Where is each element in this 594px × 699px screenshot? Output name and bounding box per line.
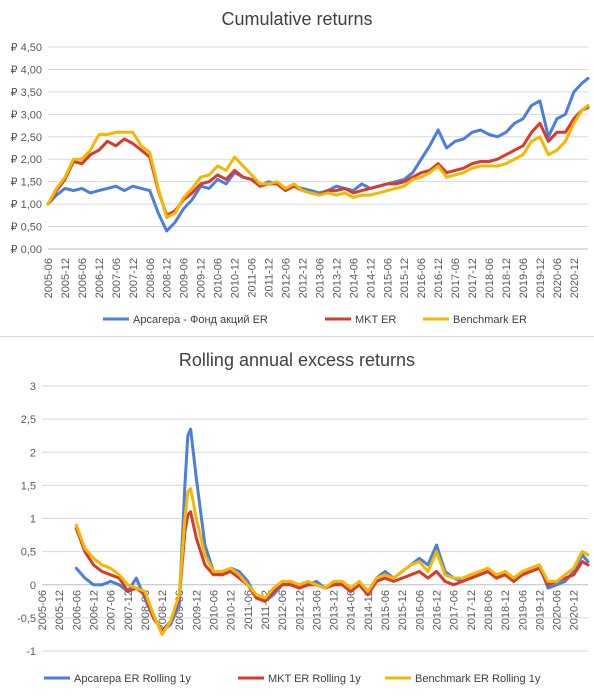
x-tick-label: 2010-12 (226, 590, 238, 630)
x-tick-label: 2011-06 (247, 258, 259, 298)
x-tick-label: 2020-06 (552, 590, 564, 630)
x-tick-label: 2012-06 (280, 258, 292, 298)
y-tick-label: ₽ 0,00 (11, 244, 42, 256)
series-line-2 (46, 103, 590, 220)
x-tick-label: 2018-12 (500, 590, 512, 630)
x-tick-label: 2020-12 (569, 258, 581, 298)
x-tick-label: 2006-06 (71, 590, 83, 630)
x-tick-label: 2005-12 (60, 258, 72, 298)
series-line-2 (74, 487, 590, 636)
x-tick-label: 2007-06 (111, 258, 123, 298)
x-tick-label: 2016-12 (433, 258, 445, 298)
x-tick-label: 2012-12 (294, 590, 306, 630)
y-tick-label: ₽ 3,00 (11, 109, 42, 121)
x-tick-label: 2014-12 (365, 258, 377, 298)
x-tick-label: 2011-06 (243, 590, 255, 630)
x-tick-label: 2020-12 (569, 590, 581, 630)
legend-label: MKT ER Rolling 1y (268, 673, 361, 685)
x-tick-label: 2015-06 (380, 590, 392, 630)
cumulative-returns-plot: Cumulative returns ₽ 0,00 ₽ 0,50 ₽ 1,00 ₽ 1… (11, 9, 590, 326)
y-tick-label: 1 (30, 514, 36, 526)
x-tick-label: 2014-06 (346, 590, 358, 630)
x-tick-label: 2013-06 (311, 590, 323, 630)
x-tick-label: 2017-12 (467, 258, 479, 298)
y-tick-label: ₽ 1,00 (11, 199, 42, 211)
series-line-1 (46, 106, 590, 217)
x-tick-label: 2005-06 (43, 258, 55, 298)
y-tick-label: ₽ 2,00 (11, 154, 42, 166)
x-tick-label: 2007-06 (106, 590, 118, 630)
x-tick-label: 2013-12 (331, 258, 343, 298)
y-tick-label: ₽ 3,50 (11, 87, 42, 99)
y-tick-label: ₽ 4,00 (11, 64, 42, 76)
x-tick-label: 2006-12 (94, 258, 106, 298)
x-tick-label: 2015-06 (382, 258, 394, 298)
x-tick-label: 2017-12 (466, 590, 478, 630)
x-tick-label: 2015-12 (399, 258, 411, 298)
y-tick-label: ₽ 2,50 (11, 132, 42, 144)
x-tick-label: 2018-12 (501, 258, 513, 298)
x-tick-label: 2017-06 (449, 590, 461, 630)
y-tick-label: ₽ 0,50 (11, 222, 42, 234)
x-tick-label: 2008-12 (162, 258, 174, 298)
x-tick-label: 2014-12 (363, 590, 375, 630)
x-tick-label: 2005-12 (54, 590, 66, 630)
y-tick-label: 3 (30, 381, 36, 393)
x-tick-label: 2016-06 (416, 258, 428, 298)
y-tick-label: -1 (26, 646, 36, 658)
x-tick-label: 2016-12 (431, 590, 443, 630)
x-tick-label: 2016-06 (414, 590, 426, 630)
chart-title: Rolling annual excess returns (179, 350, 415, 370)
x-tick-label: 2012-06 (277, 590, 289, 630)
x-tick-label: 2012-12 (297, 258, 309, 298)
rolling-excess-returns-plot: Rolling annual excess returns -1 -0,5 0 0,5… (17, 350, 590, 685)
x-tick-label: 2019-06 (518, 258, 530, 298)
x-tick-label: 2010-12 (230, 258, 242, 298)
x-tick-label: 2006-06 (77, 258, 89, 298)
x-tick-label: 2019-12 (534, 590, 546, 630)
x-tick-label: 2014-06 (348, 258, 360, 298)
x-tick-label: 2019-12 (535, 258, 547, 298)
y-tick-label: ₽ 4,50 (11, 42, 42, 54)
x-tick-label: 2011-12 (264, 258, 276, 298)
x-tick-label: 2009-12 (191, 590, 203, 630)
x-tick-label: 2005-06 (37, 590, 49, 630)
y-tick-label: 0 (30, 580, 36, 592)
x-tick-label: 2008-06 (145, 258, 157, 298)
x-tick-label: 2017-06 (450, 258, 462, 298)
x-tick-label: 2007-12 (128, 258, 140, 298)
x-tick-label: 2013-12 (329, 590, 341, 630)
x-tick-label: 2006-12 (88, 590, 100, 630)
y-tick-label: -0,5 (17, 613, 36, 625)
legend-label: Арсагера - Фонд акций ER (133, 314, 268, 326)
series-line-0 (46, 76, 590, 233)
x-tick-label: 2013-06 (314, 258, 326, 298)
chart-title: Cumulative returns (221, 9, 372, 29)
x-tick-label: 2008-12 (157, 590, 169, 630)
chart-divider (0, 336, 594, 337)
legend-label: Benchmark ER (453, 314, 527, 326)
x-tick-label: 2018-06 (483, 590, 495, 630)
x-tick-label: 2018-06 (484, 258, 496, 298)
y-tick-label: 0,5 (21, 547, 36, 559)
x-tick-label: 2009-06 (179, 258, 191, 298)
x-tick-label: 2010-06 (209, 590, 221, 630)
x-tick-label: 2009-12 (196, 258, 208, 298)
legend-label: Benchmark ER Rolling 1y (415, 673, 541, 685)
y-tick-label: 1,5 (21, 480, 36, 492)
y-tick-label: 2,5 (21, 414, 36, 426)
x-tick-label: 2010-06 (213, 258, 225, 298)
x-tick-label: 2015-12 (397, 590, 409, 630)
cumulative-returns-chart: Cumulative returns ₽ 0,00 ₽ 0,50 ₽ 1,00 ₽ 1… (0, 0, 594, 336)
rolling-excess-returns-chart: Rolling annual excess returns -1 -0,5 0 0,5… (0, 338, 594, 694)
legend-label: MKT ER (355, 314, 396, 326)
legend-label: Арсагера ER Rolling 1y (74, 673, 191, 685)
y-tick-label: ₽ 1,50 (11, 177, 42, 189)
x-tick-label: 2020-06 (552, 258, 564, 298)
x-tick-label: 2007-12 (123, 590, 135, 630)
y-tick-label: 2 (30, 447, 36, 459)
x-tick-label: 2019-06 (517, 590, 529, 630)
